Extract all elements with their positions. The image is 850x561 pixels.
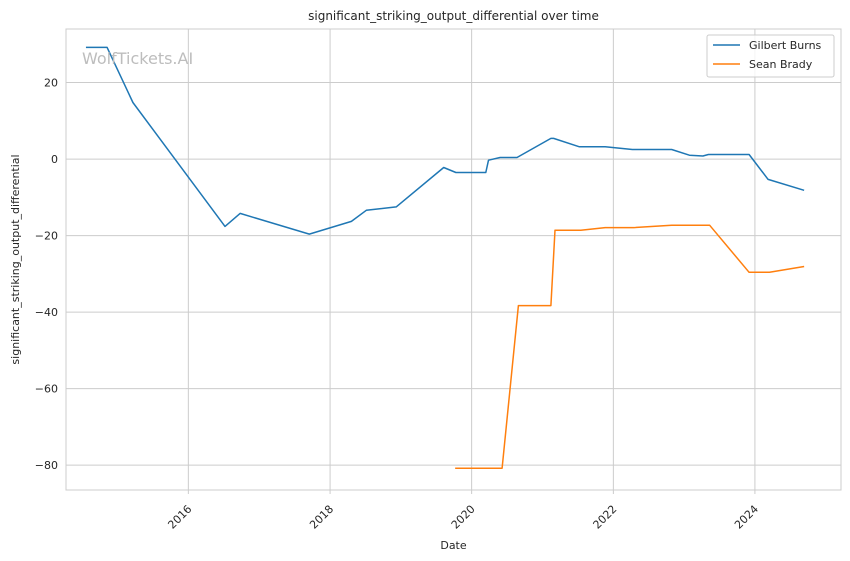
legend: Gilbert Burns Sean Brady	[706, 34, 835, 78]
legend-label-sean-brady: Sean Brady	[749, 58, 813, 71]
plot-area	[66, 29, 841, 490]
grid-lines	[66, 29, 841, 490]
y-tick-label: 0	[51, 153, 58, 166]
series-line-gilbert-burns	[85, 46, 805, 235]
watermark-text: WolfTickets.AI	[82, 49, 193, 68]
plot-frame	[65, 28, 842, 491]
y-axis-label: significant_striking_output_differential	[9, 154, 22, 364]
x-axis-label: Date	[440, 539, 467, 552]
chart-title: significant_striking_output_differential…	[308, 9, 599, 23]
y-tick-label: 20	[44, 77, 58, 90]
series-lines	[85, 46, 805, 469]
y-tick-label: −60	[35, 383, 58, 396]
y-tick-label: −20	[35, 230, 58, 243]
y-axis-ticks: 20 0 −20 −40 −60 −80	[35, 77, 58, 473]
series-line-sean-brady	[455, 224, 805, 469]
y-tick-label: −40	[35, 306, 58, 319]
y-tick-label: −80	[35, 459, 58, 472]
legend-label-gilbert-burns: Gilbert Burns	[749, 39, 822, 52]
